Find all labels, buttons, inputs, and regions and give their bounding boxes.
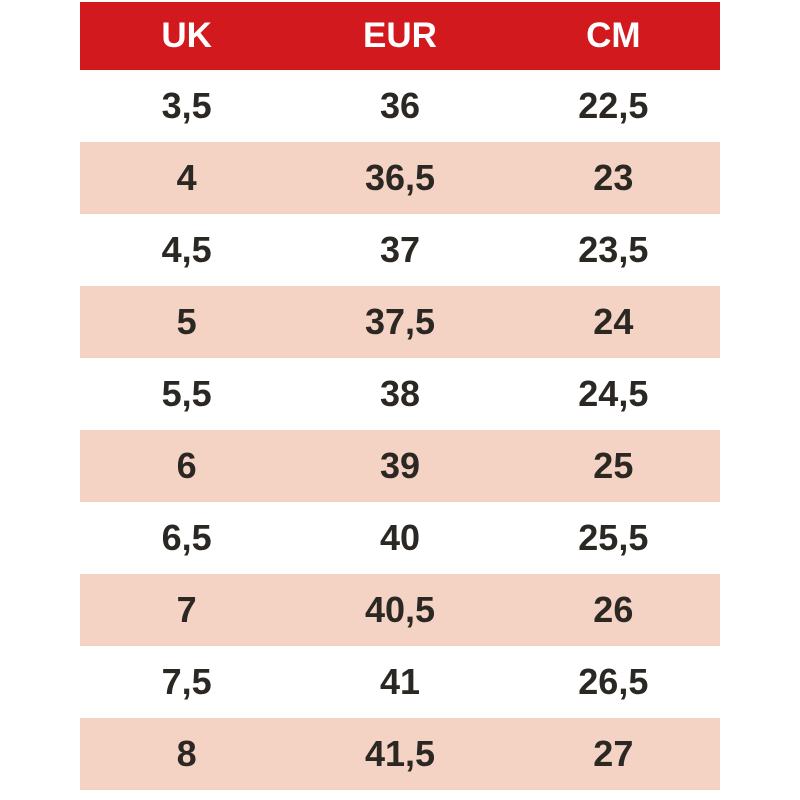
table-cell: 40,5 <box>293 574 507 646</box>
table-cell: 36,5 <box>293 142 507 214</box>
table-cell: 7,5 <box>80 646 294 718</box>
table-cell: 27 <box>506 718 720 790</box>
table-header: UK EUR CM <box>80 2 720 70</box>
column-header-eur: EUR <box>293 2 507 70</box>
table-cell: 6,5 <box>80 502 294 574</box>
table-row: 3,5 36 22,5 <box>80 70 720 142</box>
table-cell: 39 <box>293 430 507 502</box>
table-cell: 7 <box>80 574 294 646</box>
table-row: 5 37,5 24 <box>80 286 720 358</box>
table-cell: 23 <box>506 142 720 214</box>
table-row: 7 40,5 26 <box>80 574 720 646</box>
table-cell: 4,5 <box>80 214 294 286</box>
table-cell: 22,5 <box>506 70 720 142</box>
table-cell: 41,5 <box>293 718 507 790</box>
table-cell: 36 <box>293 70 507 142</box>
table-cell: 23,5 <box>506 214 720 286</box>
header-row: UK EUR CM <box>80 2 720 70</box>
table-cell: 26 <box>506 574 720 646</box>
table-body: 3,5 36 22,5 4 36,5 23 4,5 37 23,5 5 37,5 24 5,5 38 24,… <box>80 70 720 790</box>
table-row: 5,5 38 24,5 <box>80 358 720 430</box>
table-cell: 3,5 <box>80 70 294 142</box>
table-cell: 5,5 <box>80 358 294 430</box>
table-row: 6,5 40 25,5 <box>80 502 720 574</box>
table-row: 6 39 25 <box>80 430 720 502</box>
table-cell: 40 <box>293 502 507 574</box>
table-cell: 4 <box>80 142 294 214</box>
table-cell: 6 <box>80 430 294 502</box>
table-cell: 8 <box>80 718 294 790</box>
table-cell: 41 <box>293 646 507 718</box>
table-cell: 37 <box>293 214 507 286</box>
table-row: 4 36,5 23 <box>80 142 720 214</box>
table-cell: 24,5 <box>506 358 720 430</box>
size-conversion-table: UK EUR CM 3,5 36 22,5 4 36,5 23 4,5 37 23,5 5 37,5 24… <box>80 2 720 790</box>
table-cell: 5 <box>80 286 294 358</box>
column-header-uk: UK <box>80 2 294 70</box>
table-cell: 38 <box>293 358 507 430</box>
table-cell: 37,5 <box>293 286 507 358</box>
table-cell: 25 <box>506 430 720 502</box>
column-header-cm: CM <box>506 2 720 70</box>
table-row: 4,5 37 23,5 <box>80 214 720 286</box>
table-cell: 24 <box>506 286 720 358</box>
table-cell: 26,5 <box>506 646 720 718</box>
table-cell: 25,5 <box>506 502 720 574</box>
table-row: 7,5 41 26,5 <box>80 646 720 718</box>
table-row: 8 41,5 27 <box>80 718 720 790</box>
